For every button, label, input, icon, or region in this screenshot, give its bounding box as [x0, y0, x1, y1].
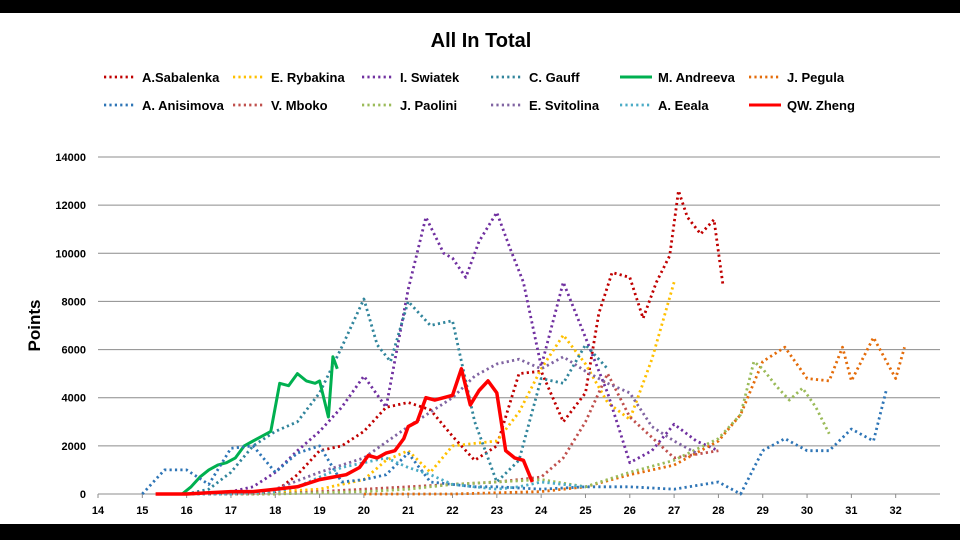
legend-label: J. Paolini: [400, 98, 457, 113]
series-line-a-sabalenka: [208, 189, 725, 496]
x-tick-label: 24: [535, 505, 548, 517]
x-tick-label: 30: [801, 505, 813, 517]
series-line-c-gauff: [186, 297, 609, 496]
y-tick-label: 2000: [62, 441, 86, 453]
x-tick-label: 25: [579, 505, 591, 517]
x-tick-label: 32: [890, 505, 902, 517]
line-chart: All In Total A.Sabalenka E. Rybakina I. Sw…: [25, 30, 940, 517]
x-tick-label: 29: [757, 505, 769, 517]
legend-label: E. Rybakina: [271, 70, 345, 85]
x-tick-label: 23: [491, 505, 503, 517]
chart-title: All In Total: [431, 30, 532, 52]
y-axis-ticks: 0 2000 4000 6000 8000 10000 12000 14000: [55, 152, 86, 501]
legend-label: A. Anisimova: [142, 98, 225, 113]
x-axis-ticks: 14 15 16 17 18 19 20 21 22 23 24 25 26 27 28 29 30 31 32: [92, 494, 902, 517]
legend-label: J. Pegula: [787, 70, 845, 85]
series-line-e-rybakina: [186, 281, 676, 496]
x-tick-label: 22: [446, 505, 458, 517]
y-tick-label: 0: [80, 489, 86, 501]
legend-label: V. Mboko: [271, 98, 328, 113]
series-line-j-pegula: [363, 336, 906, 496]
gridlines: [98, 156, 940, 447]
legend-label: C. Gauff: [529, 70, 580, 85]
y-tick-label: 14000: [55, 152, 86, 164]
y-tick-label: 10000: [55, 248, 86, 260]
y-tick-label: 6000: [62, 345, 86, 357]
legend: A.Sabalenka E. Rybakina I. Swiatek C. Gauff…: [104, 70, 855, 113]
x-tick-label: 28: [712, 505, 724, 517]
series-line-m-andreeva: [181, 355, 339, 496]
x-tick-label: 26: [624, 505, 636, 517]
series-group: [141, 189, 906, 496]
series-line-e-svitolina: [186, 355, 697, 496]
x-tick-label: 18: [269, 505, 281, 517]
y-tick-label: 8000: [62, 296, 86, 308]
legend-label: I. Swiatek: [400, 70, 460, 85]
x-tick-label: 19: [313, 505, 325, 517]
series-line-j-paolini: [186, 360, 831, 496]
legend-label: QW. Zheng: [787, 98, 855, 113]
legend-label: E. Svitolina: [529, 98, 600, 113]
y-tick-label: 12000: [55, 200, 86, 212]
slide: All In Total A.Sabalenka E. Rybakina I. Sw…: [0, 13, 960, 524]
x-tick-label: 31: [845, 505, 857, 517]
legend-label: A.Sabalenka: [142, 70, 220, 85]
legend-label: A. Eeala: [658, 98, 709, 113]
y-axis-label: Points: [25, 300, 44, 352]
x-tick-label: 16: [181, 505, 193, 517]
x-tick-label: 20: [358, 505, 370, 517]
series-line-i-swiatek: [186, 210, 719, 496]
x-tick-label: 15: [136, 505, 148, 517]
legend-label: M. Andreeva: [658, 70, 736, 85]
x-tick-label: 27: [668, 505, 680, 517]
y-tick-label: 4000: [62, 393, 86, 405]
series-line-qw-zheng: [155, 367, 534, 496]
x-tick-label: 14: [92, 505, 105, 517]
x-tick-label: 21: [402, 505, 414, 517]
x-tick-label: 17: [225, 505, 237, 517]
